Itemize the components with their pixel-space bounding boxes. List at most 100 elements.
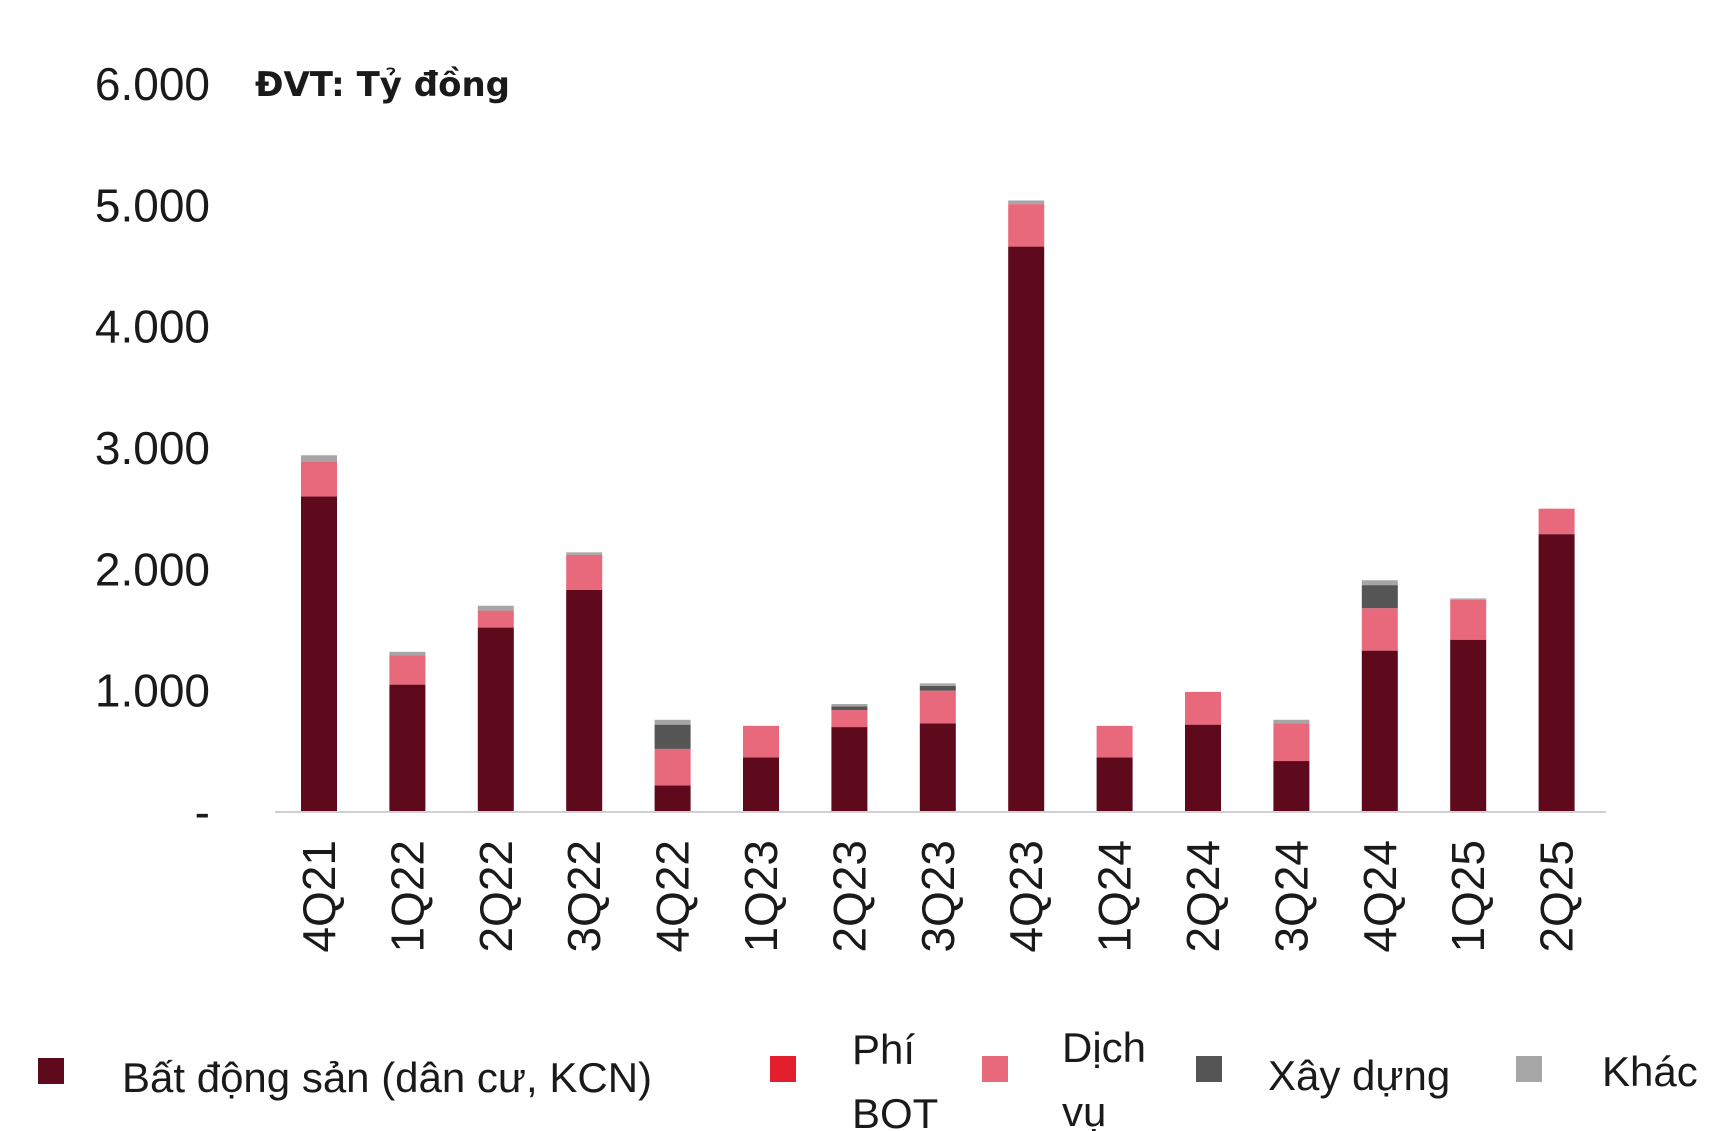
bar-stack-4Q22 bbox=[654, 719, 691, 812]
bar-segment bbox=[1450, 598, 1487, 600]
bar-segment bbox=[919, 685, 956, 691]
bar-stack-4Q24 bbox=[1361, 580, 1398, 812]
bar-segment bbox=[1361, 580, 1398, 586]
bar-segment bbox=[1008, 200, 1045, 205]
legend-label: Khác bbox=[1602, 1048, 1698, 1095]
bar-segment bbox=[1538, 534, 1575, 812]
bar-segment bbox=[1096, 757, 1133, 812]
legend-swatch bbox=[982, 1056, 1008, 1082]
y-axis: - 1.000 2.000 3.000 4.000 5.000 6.000 bbox=[95, 58, 210, 838]
bar-segment bbox=[1273, 723, 1310, 762]
bar-stack-1Q25 bbox=[1450, 598, 1487, 812]
x-tick-label: 1Q22 bbox=[381, 840, 433, 953]
y-tick-label: 6.000 bbox=[95, 58, 210, 110]
x-tick-label: 2Q24 bbox=[1177, 840, 1229, 953]
x-tick-label: 1Q24 bbox=[1089, 840, 1141, 953]
bar-segment bbox=[1361, 650, 1398, 812]
bar-segment bbox=[566, 589, 603, 812]
legend-swatch bbox=[1516, 1056, 1542, 1082]
bar-segment bbox=[1273, 761, 1310, 812]
legend-item: Bất động sản (dân cư, KCN) bbox=[38, 1054, 652, 1101]
bar-segment bbox=[477, 605, 514, 611]
bar-segment bbox=[1185, 691, 1221, 725]
bar-stack-3Q22 bbox=[566, 552, 603, 812]
legend-label: Phí BOT bbox=[852, 1026, 938, 1131]
bar-segment bbox=[831, 704, 868, 707]
bar-segment bbox=[654, 724, 691, 749]
bar-segment bbox=[831, 710, 868, 728]
bar-stack-4Q23 bbox=[1008, 200, 1045, 812]
bar-segment bbox=[919, 683, 956, 686]
bar-segment bbox=[1361, 608, 1398, 651]
x-tick-label: 4Q21 bbox=[293, 840, 345, 953]
y-tick-label: 1.000 bbox=[95, 665, 210, 717]
legend-label: Dịch vụ bbox=[1062, 1024, 1146, 1131]
bar-segment bbox=[654, 748, 691, 786]
x-tick-label: 1Q23 bbox=[735, 840, 787, 953]
x-tick-label: 3Q22 bbox=[558, 840, 610, 953]
bar-segment bbox=[566, 554, 603, 590]
bars bbox=[301, 200, 1575, 812]
bar-segment bbox=[389, 655, 426, 685]
bar-segment bbox=[301, 496, 337, 812]
bar-stack-2Q23 bbox=[831, 704, 868, 812]
bar-segment bbox=[389, 651, 426, 656]
bar-segment bbox=[831, 706, 868, 711]
bar-segment bbox=[743, 757, 779, 812]
unit-label: ĐVT: Tỷ đồng bbox=[255, 65, 510, 105]
bar-stack-2Q24 bbox=[1185, 691, 1221, 812]
x-tick-label: 3Q23 bbox=[912, 840, 964, 953]
x-tick-label: 4Q23 bbox=[1000, 840, 1052, 953]
bar-segment bbox=[919, 723, 956, 812]
bar-stack-1Q23 bbox=[743, 725, 779, 812]
bar-segment bbox=[1096, 725, 1133, 758]
bar-segment bbox=[1450, 639, 1487, 812]
legend-swatch bbox=[38, 1058, 64, 1084]
bar-segment bbox=[1185, 724, 1221, 812]
bar-stack-3Q23 bbox=[919, 683, 956, 812]
x-tick-label: 2Q22 bbox=[470, 840, 522, 953]
bar-segment bbox=[477, 627, 514, 812]
bar-stack-4Q21 bbox=[301, 455, 337, 812]
legend-item: Khác bbox=[1516, 1048, 1698, 1095]
bar-stack-1Q24 bbox=[1096, 725, 1133, 812]
bar-stack-1Q22 bbox=[389, 651, 426, 812]
bar-segment bbox=[654, 785, 691, 812]
bar-segment bbox=[743, 725, 779, 758]
bar-segment bbox=[566, 552, 603, 555]
legend-label: Xây dựng bbox=[1268, 1052, 1450, 1099]
x-tick-label: 4Q22 bbox=[647, 840, 699, 953]
bar-segment bbox=[1008, 246, 1045, 812]
bar-segment bbox=[1361, 585, 1398, 609]
bar-segment bbox=[831, 727, 868, 812]
y-tick-label: 4.000 bbox=[95, 301, 210, 353]
legend-swatch bbox=[770, 1056, 796, 1082]
bar-segment bbox=[654, 719, 691, 725]
bar-segment bbox=[1538, 508, 1575, 535]
legend-item: Phí BOT bbox=[770, 1026, 938, 1131]
y-tick-label: - bbox=[195, 786, 210, 838]
legend-item: Dịch vụ bbox=[982, 1024, 1146, 1131]
legend: Bất động sản (dân cư, KCN) Phí BOT Dịch vụ Xâ… bbox=[38, 1024, 1698, 1131]
y-tick-label: 5.000 bbox=[95, 179, 210, 231]
legend-label: Bất động sản (dân cư, KCN) bbox=[122, 1054, 652, 1101]
bar-segment bbox=[389, 684, 426, 812]
x-tick-label: 3Q24 bbox=[1265, 840, 1317, 953]
bar-segment bbox=[477, 610, 514, 628]
bar-segment bbox=[301, 455, 337, 462]
x-tick-label: 4Q24 bbox=[1354, 840, 1406, 953]
x-tick-label: 1Q25 bbox=[1442, 840, 1494, 953]
bar-segment bbox=[301, 461, 337, 497]
bar-segment bbox=[1450, 599, 1487, 640]
x-axis: 4Q21 1Q22 2Q22 3Q22 4Q22 1Q23 2Q23 3Q23 4Q23 1Q24… bbox=[293, 840, 1583, 953]
bar-stack-3Q24 bbox=[1273, 719, 1310, 812]
x-tick-label: 2Q25 bbox=[1531, 840, 1583, 953]
x-tick-label: 2Q23 bbox=[823, 840, 875, 953]
bar-segment bbox=[1273, 719, 1310, 724]
y-tick-label: 3.000 bbox=[95, 422, 210, 474]
legend-item: Xây dựng bbox=[1196, 1052, 1450, 1099]
bar-stack-2Q22 bbox=[477, 605, 514, 812]
legend-swatch bbox=[1196, 1056, 1222, 1082]
bar-segment bbox=[1008, 204, 1045, 247]
